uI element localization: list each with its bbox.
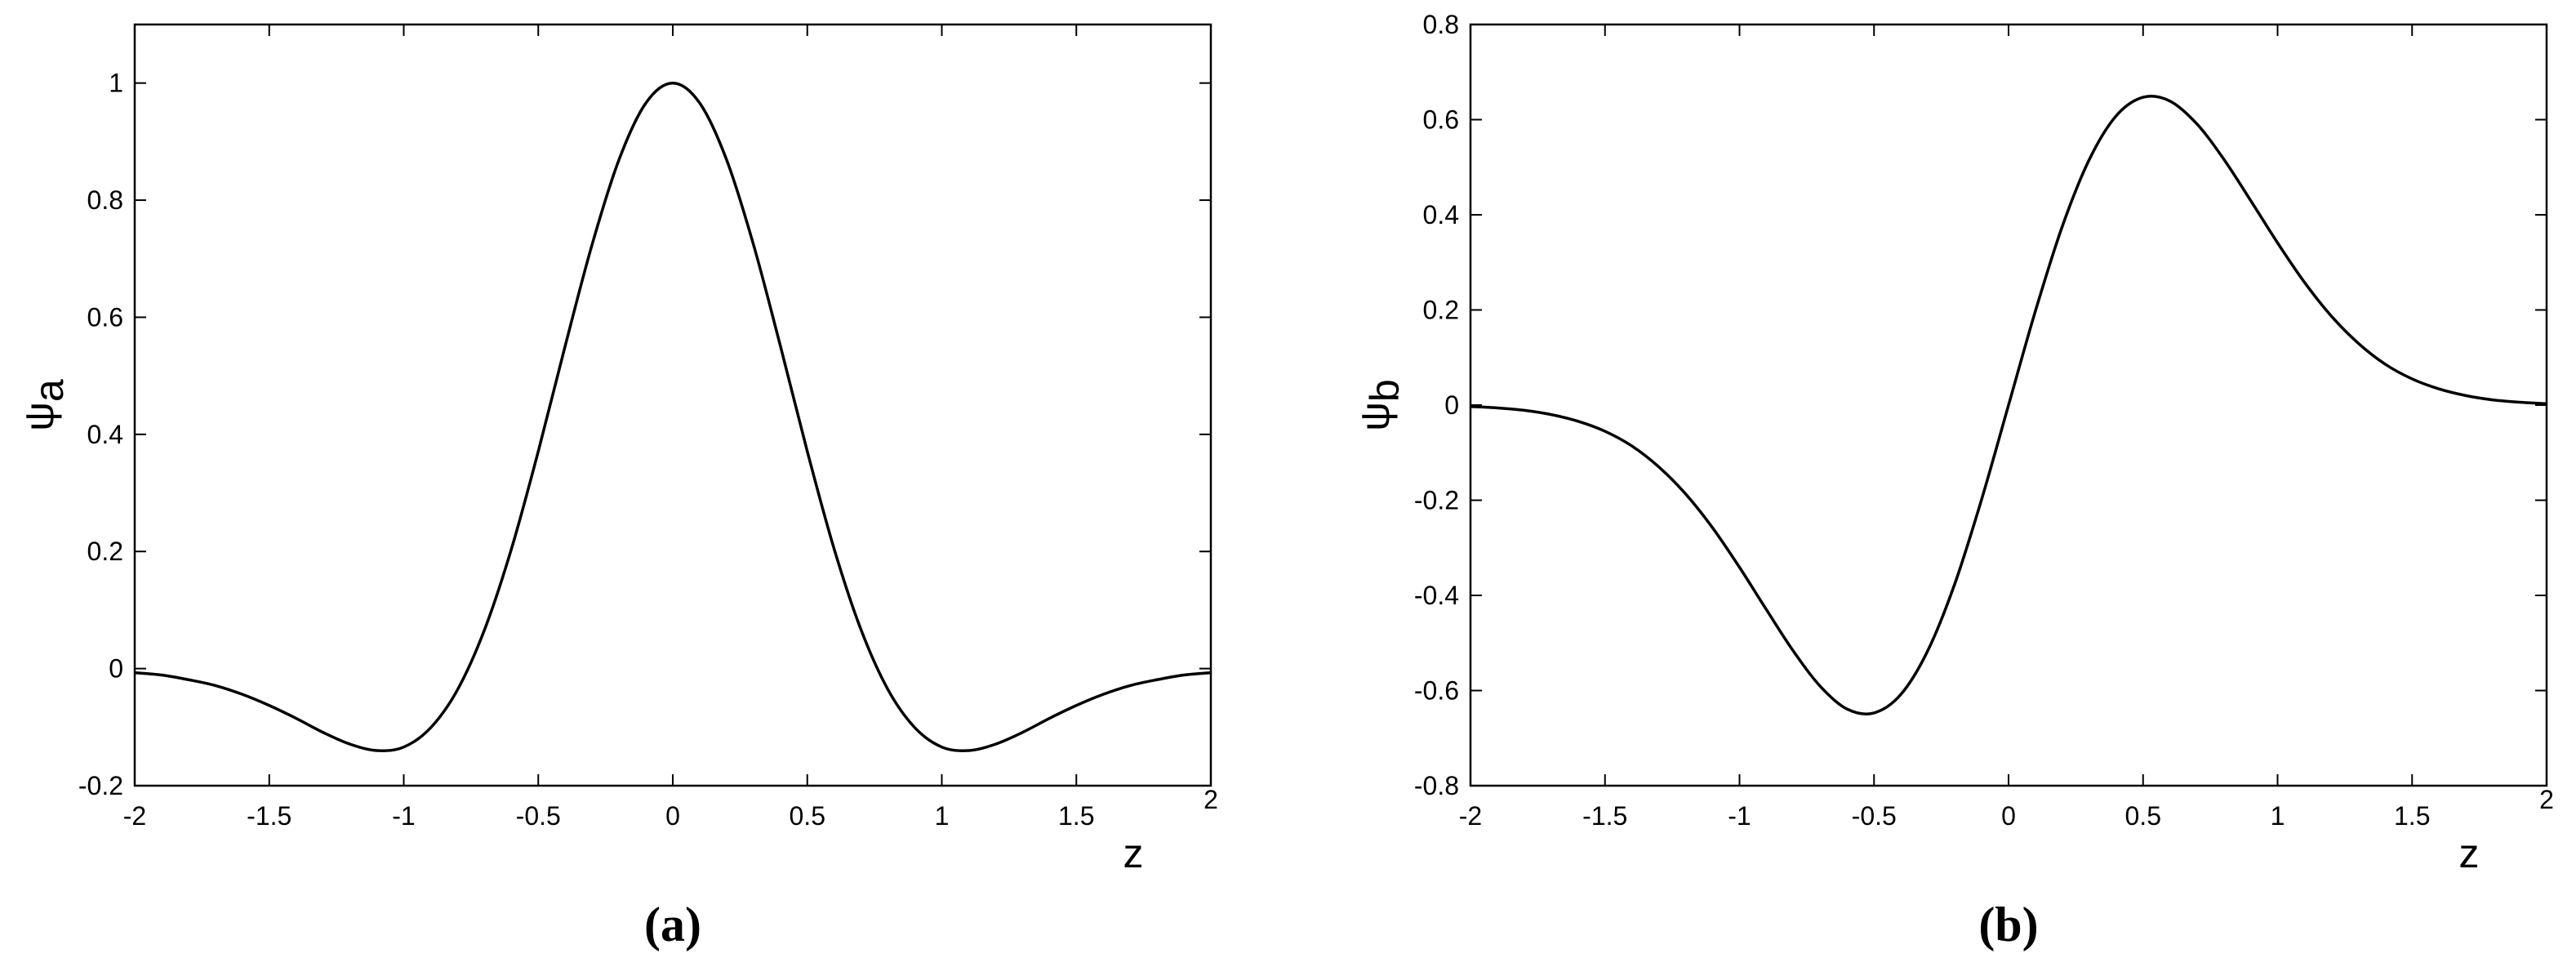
- panel: -2 -1.5 -1 -0.5 0 0.5 1 1.5 2 -0.8 -0.6 -0.4 -0.2 0 0.…: [1352, 10, 2554, 951]
- y-label-subscript: a: [26, 379, 72, 402]
- y-tick-label: 0.8: [87, 185, 123, 215]
- x-tick-label: -1: [392, 801, 415, 831]
- x-tick-label: -2: [1459, 801, 1482, 831]
- y-tick-label: 0: [109, 654, 123, 684]
- x-tick-label: 0: [2001, 801, 2016, 831]
- x-axis-label: z: [2459, 831, 2480, 876]
- y-tick-label: -0.2: [78, 771, 123, 800]
- caption: (b): [1978, 898, 2038, 951]
- plot-frame: [133, 23, 1212, 787]
- curve: [134, 81, 1212, 752]
- x-tick-label: 1.5: [1058, 801, 1094, 831]
- y-tick-label: 0.2: [87, 537, 123, 566]
- y-axis-label: ψa: [16, 379, 72, 431]
- y-tick-label: 0.2: [1423, 296, 1459, 325]
- x-tick-label: 1.5: [2394, 801, 2430, 831]
- curve: [1470, 95, 2547, 715]
- y-axis-label: ψb: [1352, 379, 1408, 430]
- caption: (a): [644, 898, 701, 951]
- x-tick-label: 0.5: [2125, 801, 2161, 831]
- x-tick-label: -2: [123, 801, 146, 831]
- x-tick-label: -1: [1728, 801, 1751, 831]
- x-tick-label: 2: [2539, 785, 2554, 814]
- y-tick-label: 0.4: [87, 420, 123, 449]
- y-label-subscript: b: [1362, 379, 1408, 402]
- y-tick-label: -0.8: [1414, 771, 1459, 800]
- x-axis-label: z: [1123, 831, 1144, 876]
- y-tick-label: 0.4: [1423, 200, 1459, 229]
- y-tick-label: 0: [1444, 390, 1459, 420]
- x-tick-label: 1: [2271, 801, 2285, 831]
- panel: -2 -1.5 -1 -0.5 0 0.5 1 1.5 2 -0.2 0 0.2 0.4 0.6 0.8 1 ψ…: [16, 23, 1218, 951]
- x-tick-label: -0.5: [516, 801, 561, 831]
- y-tick-label: -0.4: [1414, 581, 1459, 610]
- y-tick-label: 1: [109, 69, 123, 98]
- x-tick-label: 0: [665, 801, 680, 831]
- y-label-symbol: ψ: [1352, 402, 1398, 431]
- y-label-symbol: ψ: [16, 402, 62, 431]
- y-tick-label: -0.6: [1414, 676, 1459, 706]
- y-tick-label: 0.8: [1423, 10, 1459, 39]
- y-tick-label: 0.6: [87, 302, 123, 332]
- y-tick-label: 0.6: [1423, 105, 1459, 135]
- x-tick-label: 2: [1203, 785, 1218, 814]
- x-tick-label: 1: [935, 801, 950, 831]
- x-tick-label: -1.5: [1582, 801, 1627, 831]
- x-tick-label: 0.5: [790, 801, 825, 831]
- x-tick-label: -0.5: [1852, 801, 1897, 831]
- x-tick-label: -1.5: [247, 801, 291, 831]
- y-tick-label: -0.2: [1414, 486, 1459, 515]
